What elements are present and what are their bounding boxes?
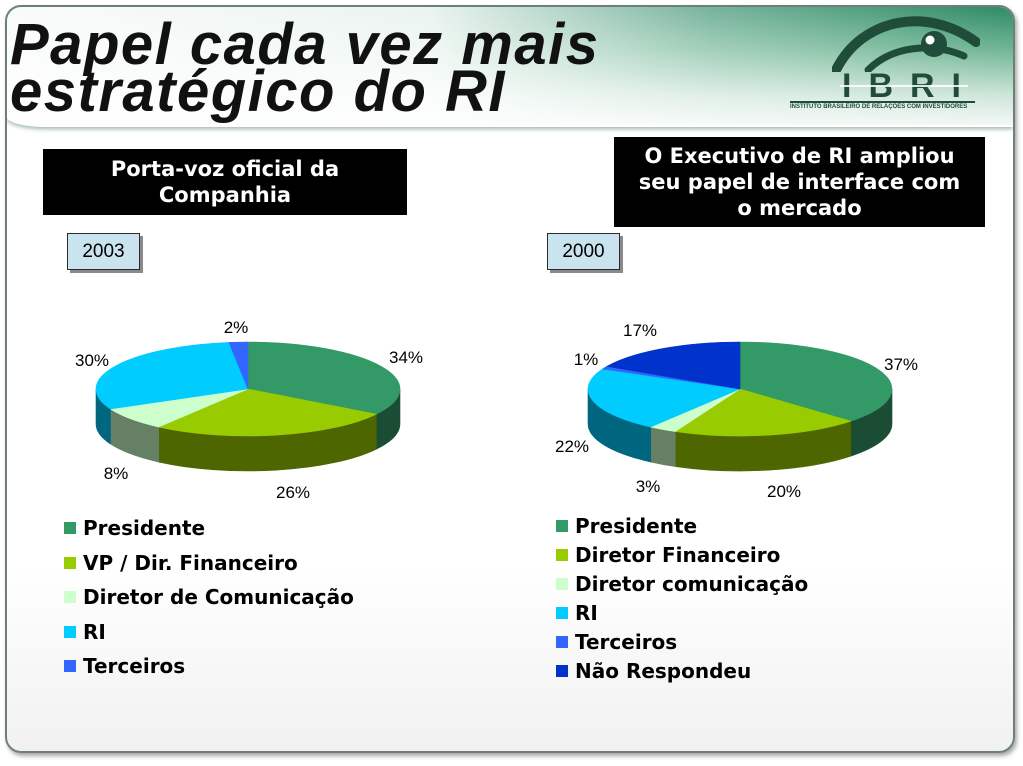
pie-2000-label-diretor-comunicacao: 3% xyxy=(635,477,661,496)
legend-swatch xyxy=(556,548,568,561)
chart-title-2003: 2003 xyxy=(67,233,140,270)
pie-2000-label-nao-respondeu: 17% xyxy=(622,321,658,340)
legend-swatch xyxy=(556,664,568,677)
legend-label: Presidente xyxy=(83,516,206,541)
header-band xyxy=(7,7,1013,127)
pie-2000-label-ri: 22% xyxy=(554,437,590,456)
legend-label: VP / Dir. Financeiro xyxy=(83,550,298,575)
legend-item: Não Respondeu xyxy=(556,656,808,685)
legend-item: Diretor de Comunicação xyxy=(64,580,354,615)
chart-title-2000: 2000 xyxy=(547,233,620,270)
legend-item: VP / Dir. Financeiro xyxy=(64,546,354,581)
pie-2003-label-diretor-de-comunicacao: 8% xyxy=(103,464,129,483)
legend-swatch xyxy=(556,635,568,648)
page-title: Papel cada vez mais estratégico do RI xyxy=(10,12,600,124)
callout-right: O Executivo de RI ampliou seu papel de i… xyxy=(614,137,985,227)
legend-label: Não Respondeu xyxy=(575,658,752,683)
pie-2000-label-terceiros: 1% xyxy=(573,350,599,369)
eye-icon xyxy=(832,16,980,72)
legend-item: Terceiros xyxy=(556,627,808,656)
pie-2000-label-presidente: 37% xyxy=(883,355,919,374)
logo-tagline: INSTITUTO BRASILEIRO DE RELAÇÕES COM INV… xyxy=(790,104,968,110)
legend-label: Diretor de Comunicação xyxy=(83,585,354,610)
legend-swatch xyxy=(556,519,568,532)
pie-2003-label-presidente: 34% xyxy=(388,348,424,367)
legend-swatch xyxy=(64,522,76,535)
legend-swatch xyxy=(64,591,76,604)
legend-swatch xyxy=(64,556,76,569)
legend-swatch xyxy=(64,660,76,673)
legend-item: Diretor Financeiro xyxy=(556,540,808,569)
legend-item: RI xyxy=(556,598,808,627)
pie-2003-label-terceiros: 2% xyxy=(223,318,249,337)
pie-2003-label-ri: 30% xyxy=(74,351,110,370)
ibri-logo: IBRI INSTITUTO BRASILEIRO DE RELAÇÕES CO… xyxy=(786,6,981,114)
legend-label: Presidente xyxy=(575,513,698,538)
legend-item: Presidente xyxy=(556,511,808,540)
legend-label: Terceiros xyxy=(83,654,186,679)
legend-label: RI xyxy=(83,619,106,644)
legend-label: Diretor comunicação xyxy=(575,571,809,596)
legend-swatch xyxy=(556,606,568,619)
legend-2003: Presidente VP / Dir. Financeiro Diretor … xyxy=(64,511,354,684)
logo-stripe xyxy=(840,85,968,87)
legend-label: RI xyxy=(575,600,598,625)
legend-swatch xyxy=(556,577,568,590)
pie-2000-label-diretor-financeiro: 20% xyxy=(766,482,802,501)
legend-label: Diretor Financeiro xyxy=(575,542,781,567)
legend-item: RI xyxy=(64,615,354,650)
legend-item: Presidente xyxy=(64,511,354,546)
legend-item: Diretor comunicação xyxy=(556,569,808,598)
logo-divider xyxy=(790,101,975,103)
legend-2000: Presidente Diretor Financeiro Diretor co… xyxy=(556,511,808,685)
pie-2003-label-vp-dir-financeiro: 26% xyxy=(275,483,311,502)
legend-label: Terceiros xyxy=(575,629,678,654)
callout-left: Porta-voz oficial da Companhia xyxy=(43,149,407,215)
legend-item: Terceiros xyxy=(64,649,354,684)
legend-swatch xyxy=(64,625,76,638)
